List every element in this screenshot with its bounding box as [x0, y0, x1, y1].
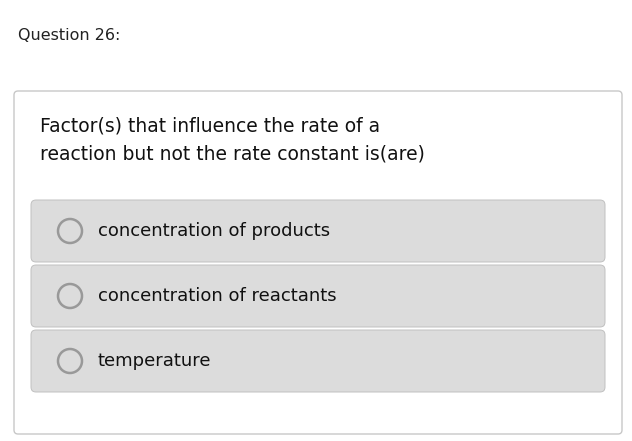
FancyBboxPatch shape	[31, 200, 605, 262]
Circle shape	[58, 219, 82, 243]
Circle shape	[58, 349, 82, 373]
Text: temperature: temperature	[98, 352, 212, 370]
FancyBboxPatch shape	[14, 91, 622, 434]
Text: concentration of reactants: concentration of reactants	[98, 287, 337, 305]
Text: concentration of products: concentration of products	[98, 222, 330, 240]
Text: Factor(s) that influence the rate of a: Factor(s) that influence the rate of a	[40, 117, 380, 136]
Circle shape	[58, 284, 82, 308]
FancyBboxPatch shape	[31, 265, 605, 327]
Text: Question 26:: Question 26:	[18, 28, 120, 43]
FancyBboxPatch shape	[31, 330, 605, 392]
Text: reaction but not the rate constant is(are): reaction but not the rate constant is(ar…	[40, 145, 425, 164]
